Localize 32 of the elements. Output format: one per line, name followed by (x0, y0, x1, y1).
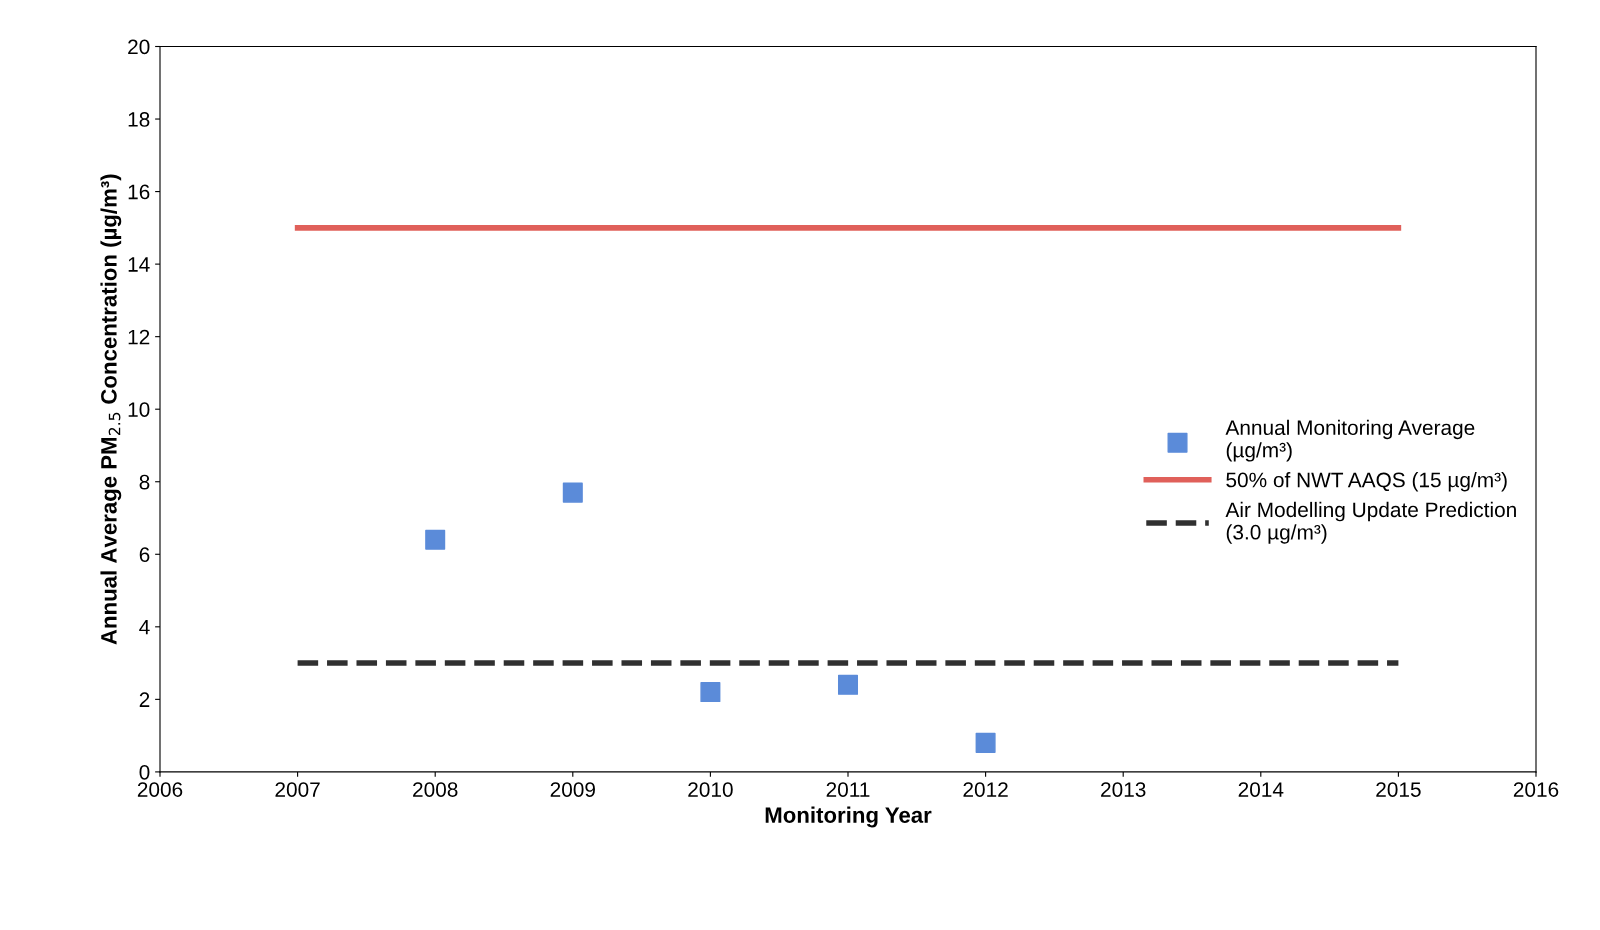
y-axis-title: Annual Average PM$_{2.5}$ Concentration (µg/m³) (100, 174, 122, 645)
point (562, 482, 583, 503)
y-tick-label: 16 (128, 184, 150, 200)
point (975, 732, 996, 753)
point (700, 682, 721, 703)
point (837, 674, 859, 695)
x-tick-label: 2010 (688, 782, 733, 797)
point (425, 529, 446, 550)
y-tick-label: 6 (139, 547, 150, 563)
x-tick-label: 2006 (137, 782, 183, 797)
y-tick-label: 8 (139, 474, 150, 490)
legend-label: Annual Monitoring Average (µg/m³) (1225, 419, 1475, 462)
x-tick-label: 2014 (1238, 782, 1284, 797)
x-tick-label: 2012 (963, 782, 1008, 797)
x-axis-title: Monitoring Year (765, 806, 932, 828)
x-tick-label: 2016 (1513, 782, 1559, 797)
y-tick-label: 12 (128, 329, 150, 345)
x-tick-label: 2011 (826, 782, 870, 797)
x-tick-label: 2009 (550, 782, 595, 797)
legend-label: Air Modelling Update Prediction (3.0 µg/m³) (1225, 501, 1516, 544)
y-tick-label: 10 (128, 402, 150, 417)
x-tick-label: 2007 (275, 782, 320, 797)
y-tick-label: 2 (139, 692, 150, 707)
y-tick-label: 4 (139, 620, 150, 635)
y-tick-label: 20 (128, 39, 150, 55)
x-tick-label: 2015 (1376, 782, 1421, 797)
y-tick-label: 18 (128, 112, 150, 127)
legend-label: 50% of NWT AAQS (15 µg/m³) (1226, 472, 1507, 492)
y-tick-label: 14 (128, 257, 150, 272)
x-tick-label: 2013 (1101, 782, 1146, 797)
y-tick-label: 0 (139, 764, 150, 780)
x-tick-label: 2008 (413, 782, 458, 797)
